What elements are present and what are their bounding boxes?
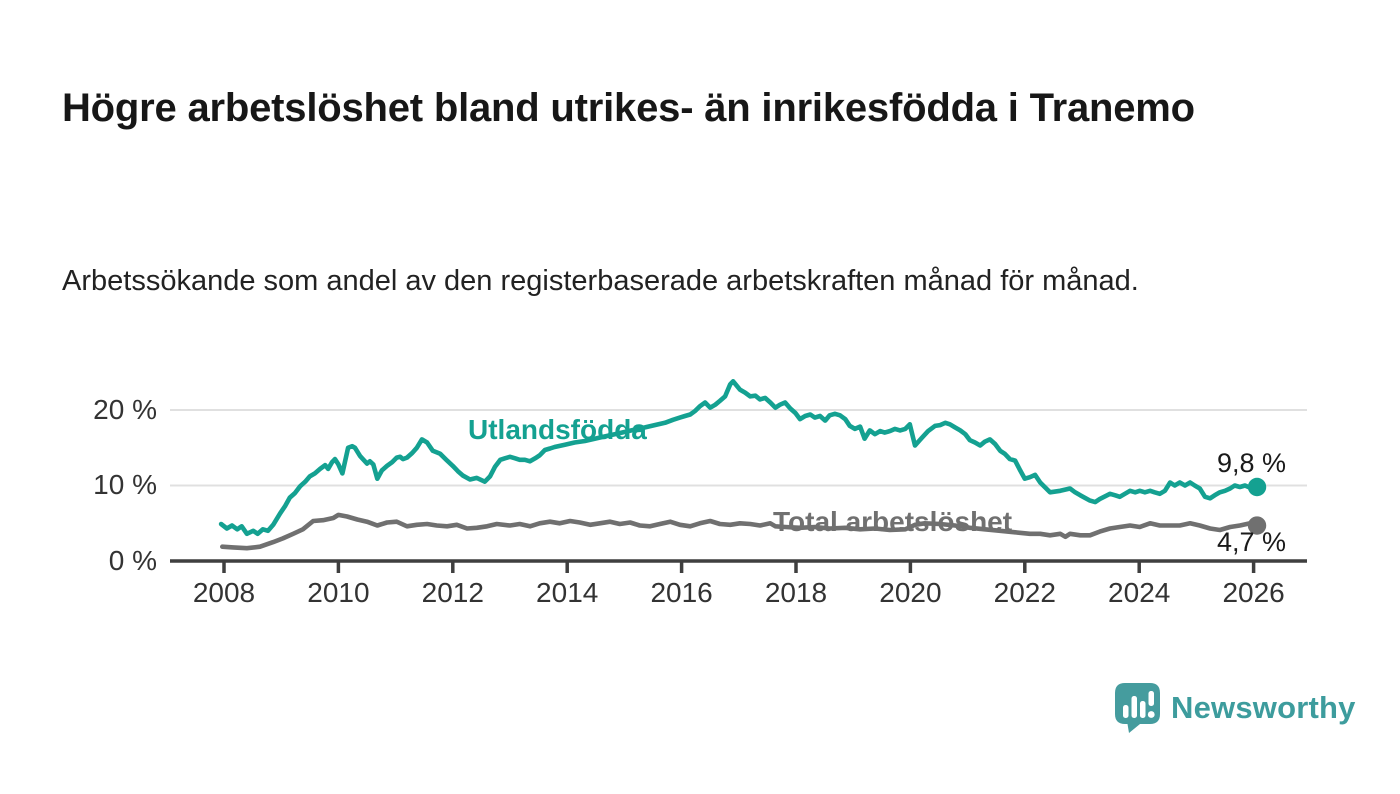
chart-subtitle: Arbetssökande som andel av den registerb… <box>62 265 1139 297</box>
series-endpoint-total-arbetsl-shet <box>1247 516 1267 535</box>
series-line-utlandsf-dda <box>218 378 1260 537</box>
end-value-label-total: 4,7 % <box>1216 527 1286 557</box>
newsworthy-logo[interactable]: Newsworthy <box>1114 682 1356 734</box>
y-tick-label-0: 0 % <box>108 545 157 576</box>
series-line-total-arbetsl-shet <box>220 512 1260 551</box>
series-endpoint-utlandsf-dda <box>1247 477 1267 497</box>
y-tick-label-10: 10 % <box>93 469 157 500</box>
x-tick-label: 2022 <box>994 577 1056 608</box>
newsworthy-wordmark: Newsworthy <box>1171 690 1356 725</box>
x-tick-label: 2008 <box>193 577 255 608</box>
x-tick-label: 2020 <box>879 577 941 608</box>
page-title: Högre arbetslöshet bland utrikes- än inr… <box>62 85 1195 130</box>
x-tick-label: 2010 <box>307 577 369 608</box>
x-tick-label: 2012 <box>422 577 484 608</box>
x-tick-label: 2018 <box>765 577 827 608</box>
series-label-total-arbetsloshet: Total arbetslöshet <box>773 506 1013 537</box>
y-tick-label-20: 20 % <box>93 394 157 425</box>
x-tick-label: 2016 <box>650 577 712 608</box>
x-tick-label: 2024 <box>1108 577 1170 608</box>
x-tick-label: 2014 <box>536 577 598 608</box>
end-value-label-utlandsfodda: 9,8 % <box>1216 448 1286 478</box>
series-label-utlandsfodda: Utlandsfödda <box>468 414 647 445</box>
newsworthy-bubble-chart-icon <box>1115 683 1160 733</box>
x-tick-label: 2026 <box>1222 577 1284 608</box>
